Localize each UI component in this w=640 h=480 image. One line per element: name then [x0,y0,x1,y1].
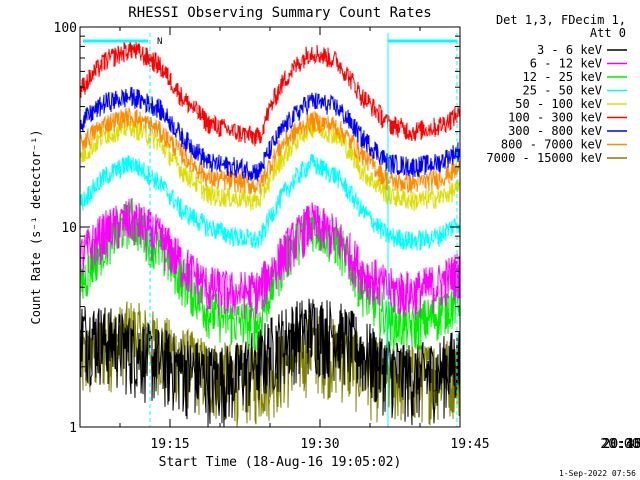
series-line-1 [79,298,461,428]
x-tick-label-5: 20:15 [602,437,640,452]
series-line-8 [79,107,461,195]
legend-header-line-1: Det 1,3, FDecim 1, [496,13,626,27]
series-line-2 [79,197,461,320]
chart-title: RHESSI Observing Summary Count Rates [128,5,431,21]
x-tick-label-6: 20:30 [602,437,640,452]
series-line-4 [79,153,461,251]
legend-header-line-2: Att 0 [590,26,626,40]
legend-label-3: 12 - 25 keV [523,70,602,84]
x-tick-label-2: 19:30 [300,437,339,452]
legend-label-7: 300 - 800 keV [508,124,602,138]
y-tick-label-1: 1 [69,421,77,436]
y-tick-label-3: 100 [54,21,77,36]
y-axis-label: Count Rate (s⁻¹ detector⁻¹) [29,129,43,324]
legend-label-8: 800 - 7000 keV [501,138,602,152]
x-tick-label-7: 20:45 [602,437,640,452]
legend-label-9: 7000 - 15000 keV [486,151,602,165]
y-tick-label-2: 10 [61,221,77,236]
x-tick-label-3: 19:45 [450,437,489,452]
x-axis-label: Start Time (18-Aug-16 19:05:02) [159,455,402,470]
footer-timestamp: 1-Sep-2022 07:56 [559,469,636,478]
legend-label-5: 50 - 100 keV [515,97,602,111]
series-line-6 [79,39,461,147]
legend-label-4: 25 - 50 keV [523,84,602,98]
flag-label: N [157,37,162,47]
legend-label-1: 3 - 6 keV [537,43,602,57]
series-line-3 [79,198,461,352]
legend-label-6: 100 - 300 keV [508,111,602,125]
x-tick-label-1: 19:15 [150,437,189,452]
series-line-7 [79,86,461,181]
x-tick-label-4: 20:00 [600,437,639,452]
legend-label-2: 6 - 12 keV [530,57,602,71]
series-layer [79,39,461,428]
overlay-layer: N [83,33,458,427]
